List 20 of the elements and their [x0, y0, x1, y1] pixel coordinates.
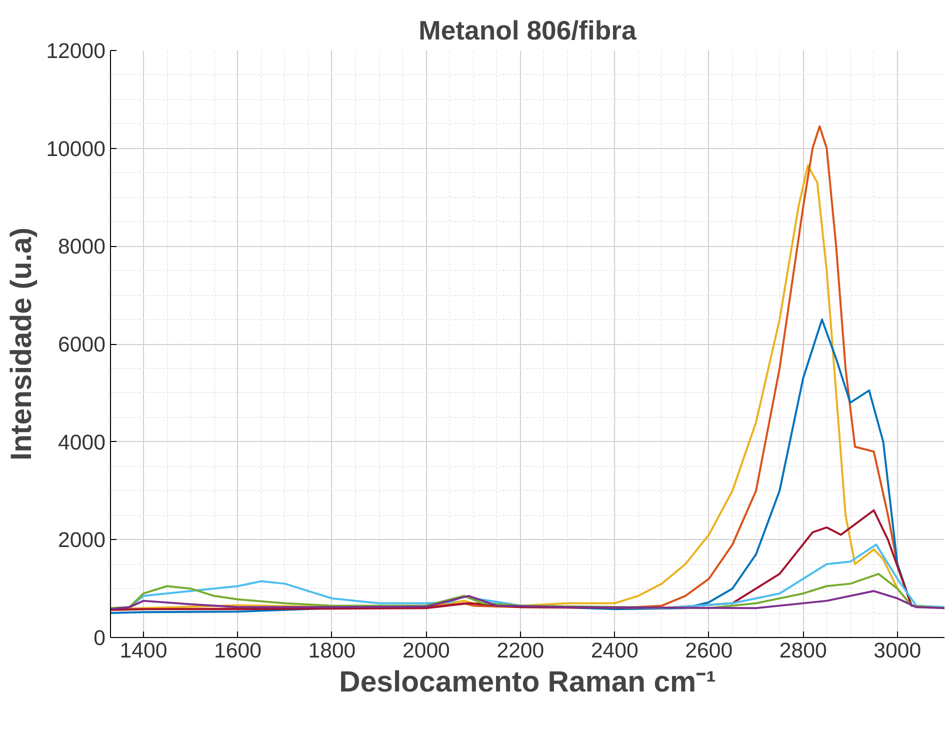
x-axis-title: Deslocamento Raman cm⁻¹	[339, 666, 716, 698]
x-tick-label: 2200	[496, 638, 544, 662]
y-tick-label: 0	[94, 626, 106, 650]
line-series	[110, 590, 944, 610]
y-tick-label: 2000	[58, 528, 106, 552]
x-tick-label: 2600	[685, 638, 733, 662]
x-tick-label: 1600	[214, 638, 262, 662]
x-tick-label: 2000	[402, 638, 450, 662]
x-tick-label: 2800	[779, 638, 828, 662]
x-tick-label: 3000	[874, 638, 922, 662]
x-tick-label: 1800	[308, 638, 356, 662]
y-tick-label: 4000	[58, 430, 106, 454]
y-tick-label: 8000	[58, 234, 106, 259]
y-tick-label: 12000	[46, 39, 106, 63]
x-tick-label: 1400	[120, 638, 168, 662]
y-tick-label: 10000	[46, 136, 106, 161]
chart-title: Metanol 806/fibra	[418, 16, 637, 46]
y-tick-label: 6000	[58, 332, 106, 356]
y-axis-title: Intensidade (u.a)	[5, 227, 38, 461]
x-tick-label: 2400	[590, 638, 639, 662]
